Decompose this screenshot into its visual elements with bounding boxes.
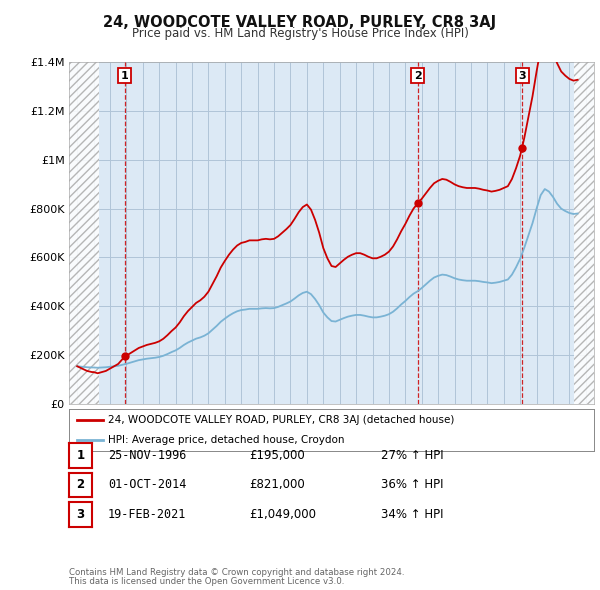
Bar xyxy=(69,62,98,404)
Text: 36% ↑ HPI: 36% ↑ HPI xyxy=(381,478,443,491)
Text: 1: 1 xyxy=(121,71,128,80)
Text: 19-FEB-2021: 19-FEB-2021 xyxy=(108,508,187,521)
Text: £821,000: £821,000 xyxy=(249,478,305,491)
Text: 24, WOODCOTE VALLEY ROAD, PURLEY, CR8 3AJ: 24, WOODCOTE VALLEY ROAD, PURLEY, CR8 3A… xyxy=(103,15,497,30)
Text: £195,000: £195,000 xyxy=(249,449,305,462)
Text: 1: 1 xyxy=(76,449,85,462)
Text: 01-OCT-2014: 01-OCT-2014 xyxy=(108,478,187,491)
Text: 2: 2 xyxy=(414,71,422,80)
Text: Price paid vs. HM Land Registry's House Price Index (HPI): Price paid vs. HM Land Registry's House … xyxy=(131,27,469,40)
Text: £1,049,000: £1,049,000 xyxy=(249,508,316,521)
Text: 3: 3 xyxy=(518,71,526,80)
Text: 25-NOV-1996: 25-NOV-1996 xyxy=(108,449,187,462)
Text: 3: 3 xyxy=(76,508,85,521)
Text: 2: 2 xyxy=(76,478,85,491)
Bar xyxy=(574,62,594,404)
Text: HPI: Average price, detached house, Croydon: HPI: Average price, detached house, Croy… xyxy=(109,435,345,445)
Text: 24, WOODCOTE VALLEY ROAD, PURLEY, CR8 3AJ (detached house): 24, WOODCOTE VALLEY ROAD, PURLEY, CR8 3A… xyxy=(109,415,455,425)
Text: 34% ↑ HPI: 34% ↑ HPI xyxy=(381,508,443,521)
Text: 27% ↑ HPI: 27% ↑ HPI xyxy=(381,449,443,462)
Text: This data is licensed under the Open Government Licence v3.0.: This data is licensed under the Open Gov… xyxy=(69,577,344,586)
Text: Contains HM Land Registry data © Crown copyright and database right 2024.: Contains HM Land Registry data © Crown c… xyxy=(69,568,404,577)
